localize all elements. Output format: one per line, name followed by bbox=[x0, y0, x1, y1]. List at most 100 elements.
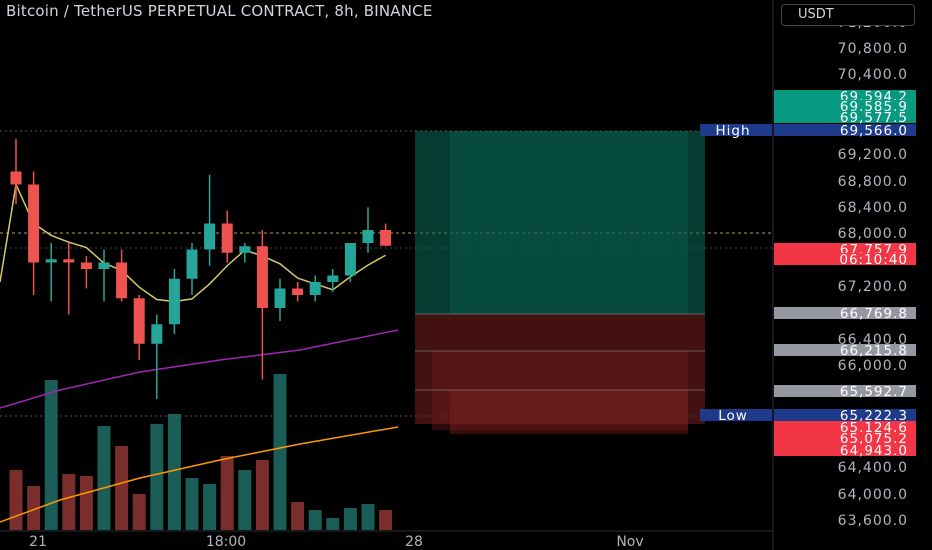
candle-body bbox=[256, 246, 268, 308]
loss-zone-deep bbox=[450, 390, 688, 434]
price-tag-value: 65,222.3 bbox=[840, 408, 908, 424]
volume-bar bbox=[255, 460, 269, 530]
price-tick-label: 66,000.0 bbox=[838, 358, 908, 374]
candle-body bbox=[45, 259, 57, 263]
volume-bar bbox=[238, 470, 252, 530]
price-tick-label: 68,000.0 bbox=[838, 226, 908, 242]
time-axis[interactable]: 21 18:00 28 Nov bbox=[0, 530, 773, 550]
volume-bar bbox=[44, 380, 58, 530]
price-tag-value: 64,943.0 bbox=[840, 443, 908, 459]
candle-body bbox=[204, 223, 216, 250]
price-tick-label: 68,400.0 bbox=[838, 200, 908, 216]
price-tag-bg bbox=[774, 409, 916, 421]
candlesticks bbox=[10, 139, 392, 399]
price-tag-bg bbox=[774, 100, 916, 112]
candle-body bbox=[239, 246, 251, 253]
volume-bar bbox=[361, 504, 375, 530]
price-tag-bg bbox=[774, 90, 916, 102]
volume-bar bbox=[115, 446, 129, 530]
price-tag-value: 65,592.7 bbox=[840, 384, 908, 400]
candle-body bbox=[186, 249, 198, 279]
candle-body bbox=[344, 243, 356, 276]
volume-bars bbox=[9, 374, 393, 530]
candle-body bbox=[168, 278, 180, 325]
price-tick-label: 68,800.0 bbox=[838, 174, 908, 190]
currency-button[interactable]: USDT bbox=[781, 4, 915, 26]
price-tick-label: 69,200.0 bbox=[838, 147, 908, 163]
volume-bar bbox=[167, 414, 181, 530]
volume-bar bbox=[273, 374, 287, 530]
candle-body bbox=[292, 288, 304, 295]
candle-body bbox=[10, 171, 22, 185]
price-tag-value: 66,769.8 bbox=[840, 306, 908, 322]
ma-mid-line bbox=[0, 329, 399, 409]
chart-title: Bitcoin / TetherUS PERPETUAL CONTRACT, 8… bbox=[6, 2, 433, 20]
price-tag-bg bbox=[774, 344, 916, 356]
candle-body bbox=[63, 259, 75, 263]
candle-body bbox=[116, 262, 128, 299]
candle-body bbox=[309, 282, 321, 295]
profit-zone-inner bbox=[450, 131, 688, 314]
candle-body bbox=[80, 262, 92, 269]
candle-body bbox=[151, 324, 163, 344]
price-tag-bg bbox=[774, 432, 916, 444]
moving-averages bbox=[0, 181, 399, 523]
price-tag-label-bg bbox=[700, 409, 772, 421]
volume-bar bbox=[326, 518, 340, 530]
volume-bar bbox=[343, 508, 357, 530]
volume-bar bbox=[220, 456, 234, 530]
price-tag-value: 69,566.0 bbox=[840, 123, 908, 139]
price-tag-value: 66,215.8 bbox=[840, 343, 908, 359]
candle-body bbox=[28, 184, 40, 263]
candle-body bbox=[274, 288, 286, 308]
candle-body bbox=[362, 230, 374, 243]
price-tick-label: 63,600.0 bbox=[838, 513, 908, 529]
price-tag-bg bbox=[774, 385, 916, 397]
price-tag-bg bbox=[774, 421, 916, 433]
volume-bar bbox=[291, 502, 305, 530]
price-tick-label: 70,800.0 bbox=[838, 41, 908, 57]
price-tag-value: 65,075.2 bbox=[840, 431, 908, 447]
price-tick-label: 64,000.0 bbox=[838, 487, 908, 503]
candle-body bbox=[380, 230, 392, 246]
volume-bar bbox=[27, 486, 41, 530]
candle-body bbox=[98, 262, 110, 269]
time-tick-label: Nov bbox=[616, 534, 643, 550]
candle-body bbox=[133, 298, 145, 344]
volume-bar bbox=[203, 484, 217, 530]
price-tag-bg bbox=[774, 253, 916, 265]
volume-bar bbox=[62, 474, 76, 530]
time-tick-label: 21 bbox=[29, 534, 47, 550]
price-tick-label: 67,200.0 bbox=[838, 279, 908, 295]
volume-bar bbox=[97, 426, 111, 530]
loss-zone bbox=[415, 314, 705, 424]
long-position-tool[interactable] bbox=[415, 131, 705, 434]
time-tick-label: 18:00 bbox=[206, 534, 246, 550]
ma-short-line bbox=[0, 181, 386, 303]
price-tag-bg bbox=[774, 444, 916, 456]
profit-zone bbox=[415, 131, 705, 314]
price-tag-bg bbox=[774, 243, 916, 255]
price-tick-label: 70,400.0 bbox=[838, 67, 908, 83]
candle-body bbox=[221, 223, 233, 253]
price-tag-bg bbox=[774, 124, 916, 136]
volume-bar bbox=[79, 476, 93, 530]
price-tag-value: 69,577.5 bbox=[840, 110, 908, 126]
volume-bar bbox=[132, 494, 146, 530]
price-axis[interactable]: 71,200.070,800.070,400.069,200.068,800.0… bbox=[700, 0, 916, 550]
time-tick-label: 28 bbox=[405, 534, 423, 550]
volume-bar bbox=[150, 424, 164, 530]
price-tag-bg bbox=[774, 111, 916, 123]
candle-body bbox=[327, 275, 339, 282]
volume-bar bbox=[308, 510, 322, 530]
price-tag-label-bg bbox=[700, 124, 772, 136]
volume-bar bbox=[185, 478, 199, 530]
price-tag-label: Low bbox=[718, 408, 748, 424]
ma-long-line bbox=[0, 426, 399, 523]
price-tick-label: 64,400.0 bbox=[838, 460, 908, 476]
volume-bar bbox=[9, 470, 23, 530]
price-tag-bg bbox=[774, 307, 916, 319]
price-tag-label: High bbox=[715, 123, 750, 139]
